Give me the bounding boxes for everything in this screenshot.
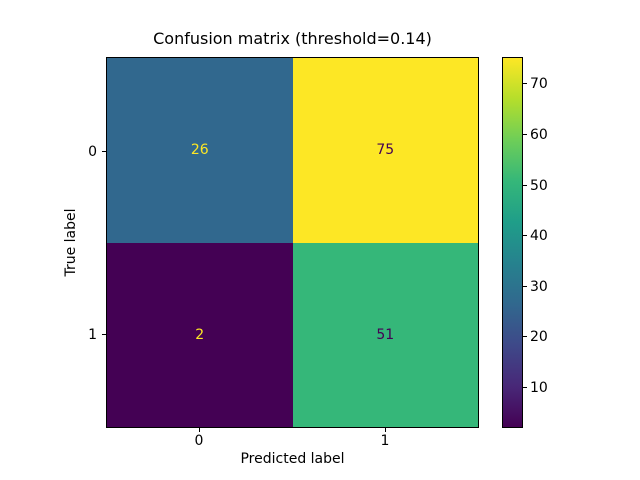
colorbar-tick-label: 30 xyxy=(530,279,548,295)
colorbar-tick-mark xyxy=(523,235,527,236)
colorbar-tick-mark xyxy=(523,83,527,84)
colorbar-tick-label: 10 xyxy=(530,380,548,396)
colorbar-tick-label: 70 xyxy=(530,76,548,92)
matrix-cell-0-1: 75 xyxy=(292,58,478,243)
heatmap-axes: 26 75 2 51 xyxy=(106,57,479,428)
colorbar-tick-label: 50 xyxy=(530,178,548,194)
colorbar-gradient xyxy=(503,58,522,427)
cell-value: 2 xyxy=(195,326,205,343)
matrix-cell-0-0: 26 xyxy=(107,58,293,243)
colorbar-tick-mark xyxy=(523,134,527,135)
colorbar-tick-label: 40 xyxy=(530,228,548,244)
y-tick-label-0: 0 xyxy=(88,144,97,160)
y-axis-label: True label xyxy=(63,208,79,277)
colorbar-tick-label: 60 xyxy=(530,127,548,143)
colorbar-tick-label: 20 xyxy=(530,329,548,345)
matrix-cell-1-0: 2 xyxy=(107,242,293,427)
x-tick-mark xyxy=(199,428,200,432)
colorbar-tick-mark xyxy=(523,336,527,337)
matrix-cell-1-1: 51 xyxy=(292,242,478,427)
colorbar-tick-mark xyxy=(523,387,527,388)
x-axis-label: Predicted label xyxy=(240,451,345,467)
y-tick-mark xyxy=(102,334,106,335)
y-tick-mark xyxy=(102,151,106,152)
colorbar xyxy=(502,57,523,428)
cell-value: 26 xyxy=(190,142,209,159)
colorbar-tick-mark xyxy=(523,185,527,186)
x-tick-label-0: 0 xyxy=(194,433,204,449)
chart-title: Confusion matrix (threshold=0.14) xyxy=(153,29,432,48)
colorbar-tick-mark xyxy=(523,286,527,287)
cell-value: 51 xyxy=(376,326,395,343)
x-tick-mark xyxy=(385,428,386,432)
x-tick-label-1: 1 xyxy=(380,433,390,449)
cell-value: 75 xyxy=(376,142,395,159)
y-tick-label-1: 1 xyxy=(88,327,97,343)
